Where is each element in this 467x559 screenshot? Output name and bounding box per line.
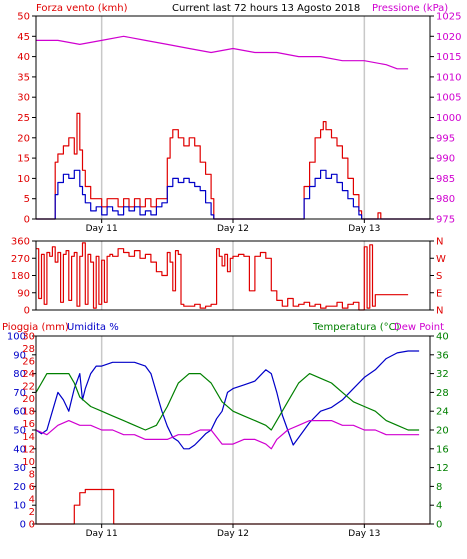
y-tick-label-temperature: 36: [436, 350, 449, 361]
x-tick-label-day: Day 13: [348, 224, 380, 234]
y-tick-label-temperature: 40: [436, 332, 449, 343]
series-line-gust: [36, 112, 430, 220]
temperature-axis-title: Temperatura (°C): [312, 322, 400, 333]
y-tick-label-left: 50: [17, 12, 30, 23]
x-tick-label-day: Day 12: [217, 529, 249, 539]
y-tick-label-humidity: 10: [13, 501, 26, 512]
y-tick-label-humidity: 20: [13, 482, 26, 493]
y-tick-label-humidity: 0: [20, 520, 26, 531]
grid-layer: [100, 16, 366, 524]
y-tick-label-left: 10: [17, 174, 30, 185]
y-tick-label-rain: 14: [22, 432, 35, 443]
y-tick-label-right: 1005: [436, 93, 461, 104]
y-tick-label-left: 0: [24, 215, 30, 226]
y-tick-label-left: 25: [17, 113, 30, 124]
y-tick-label-right: 990: [436, 154, 455, 165]
y-tick-label-compass: S: [436, 271, 442, 282]
series-layer: [35, 35, 430, 525]
y-tick-label-right: 975: [436, 215, 455, 226]
x-tick-label-day: Day 11: [86, 224, 118, 234]
y-tick-label-right: 985: [436, 174, 455, 185]
y-tick-label-compass: E: [436, 288, 442, 299]
y-tick-label-right: 995: [436, 133, 455, 144]
series-line-temperature: [35, 373, 420, 431]
y-tick-label-humidity: 40: [13, 444, 26, 455]
y-tick-label-left: 0: [24, 306, 30, 317]
y-tick-label-rain: 10: [22, 457, 35, 468]
y-tick-label-rain: 18: [22, 407, 35, 418]
y-tick-label-temperature: 20: [436, 426, 449, 437]
y-tick-label-right: 1000: [436, 113, 461, 124]
x-tick-label-day: Day 13: [348, 529, 380, 539]
y-tick-label-left: 5: [24, 194, 30, 205]
y-tick-label-rain: 0: [29, 520, 35, 531]
y-tick-label-left: 15: [17, 154, 30, 165]
series-line-pressure: [36, 35, 409, 70]
rain-axis-title: Pioggia (mm): [2, 322, 69, 333]
y-tick-label-humidity: 90: [13, 350, 26, 361]
y-tick-label-right: 1015: [436, 52, 461, 63]
chart-title: Current last 72 hours 13 Agosto 2018: [172, 3, 360, 14]
y-tick-label-right: 1025: [436, 12, 461, 23]
y-tick-label-left: 270: [11, 254, 30, 265]
y-tick-label-temperature: 32: [436, 369, 449, 380]
y-tick-label-left: 20: [17, 133, 30, 144]
y-tick-label-temperature: 8: [436, 482, 442, 493]
y-tick-label-left: 35: [17, 72, 30, 83]
series-line-direction: [36, 242, 409, 311]
y-tick-label-rain: 16: [22, 419, 35, 430]
y-tick-label-temperature: 24: [436, 407, 449, 418]
y-tick-label-compass: N: [436, 306, 443, 317]
y-tick-label-rain: 8: [29, 469, 35, 480]
y-tick-label-left: 30: [17, 93, 30, 104]
y-tick-label-rain: 2: [29, 507, 35, 518]
y-tick-label-right: 1010: [436, 72, 461, 83]
y-tick-label-compass: N: [436, 237, 443, 248]
y-tick-label-humidity: 70: [13, 388, 26, 399]
y-tick-label-humidity: 30: [13, 463, 26, 474]
series-line-avg: [36, 169, 430, 220]
dewpoint-axis-title: Dew Point: [394, 322, 444, 333]
wind-axis-title: Forza vento (kmh): [36, 3, 128, 14]
y-tick-label-temperature: 4: [436, 501, 442, 512]
y-tick-label-temperature: 28: [436, 388, 449, 399]
y-tick-label-left: 90: [17, 288, 30, 299]
y-tick-label-left: 180: [11, 271, 30, 282]
series-line-dewpoint: [35, 420, 420, 450]
y-tick-label-rain: 24: [22, 369, 35, 380]
y-tick-label-rain: 20: [22, 394, 35, 405]
y-tick-label-compass: W: [436, 254, 446, 265]
y-tick-label-humidity: 50: [13, 426, 26, 437]
y-tick-label-rain: 22: [22, 382, 35, 393]
y-tick-label-rain: 26: [22, 357, 35, 368]
x-tick-label-day: Day 11: [86, 529, 118, 539]
y-tick-label-rain: 30: [22, 332, 35, 343]
y-tick-label-temperature: 12: [436, 463, 449, 474]
y-tick-label-right: 1020: [436, 32, 461, 43]
y-tick-label-rain: 12: [22, 444, 35, 455]
y-tick-label-left: 40: [17, 52, 30, 63]
pressure-axis-title: Pressione (kPa): [372, 3, 448, 14]
y-tick-label-left: 45: [17, 32, 30, 43]
y-tick-label-rain: 6: [29, 482, 35, 493]
series-line-humidity: [35, 350, 420, 450]
ticks-layer: 0510152025303540455097598098599099510001…: [7, 12, 462, 540]
y-tick-label-humidity: 60: [13, 407, 26, 418]
y-tick-label-humidity: 80: [13, 369, 26, 380]
y-tick-label-rain: 4: [29, 494, 35, 505]
y-tick-label-right: 980: [436, 194, 455, 205]
y-tick-label-rain: 28: [22, 344, 35, 355]
y-tick-label-temperature: 0: [436, 520, 442, 531]
x-tick-label-day: Day 12: [217, 224, 249, 234]
y-tick-label-humidity: 100: [7, 332, 26, 343]
humidity-axis-title: Umidita %: [67, 322, 119, 333]
y-tick-label-temperature: 16: [436, 444, 449, 455]
y-tick-label-left: 360: [11, 237, 30, 248]
